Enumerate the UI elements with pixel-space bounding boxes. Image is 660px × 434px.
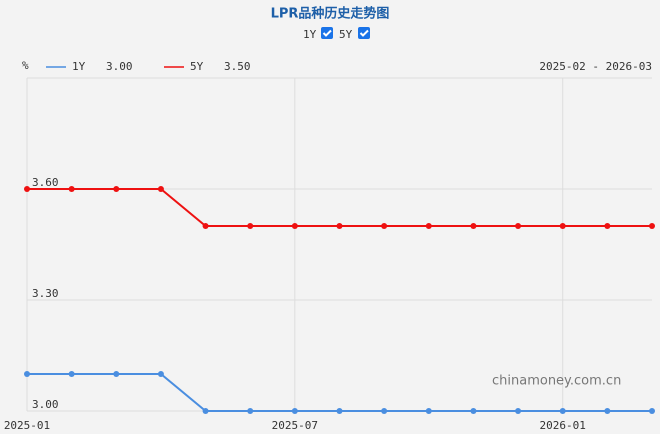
point [202, 408, 209, 414]
point [202, 223, 209, 229]
check [359, 29, 369, 37]
point [381, 223, 388, 229]
point [470, 223, 477, 229]
point [470, 408, 477, 414]
legend-value: 3.00 [106, 60, 133, 73]
point [247, 223, 254, 229]
x-tick-label: 2025-07 [272, 419, 318, 432]
x-tick-label: 2026-01 [540, 419, 586, 432]
checkbox[interactable] [321, 27, 333, 39]
toggle[interactable]: 1Y [303, 27, 333, 41]
point [68, 186, 75, 192]
point [157, 186, 164, 192]
y-tick-label: 3.00 [32, 398, 59, 411]
y-tick-label: 3.30 [32, 287, 59, 300]
toggle-label: 1Y [303, 28, 317, 41]
range-label: 2025-02 - 2026-03 [539, 60, 652, 73]
y-unit: % [22, 59, 29, 72]
watermark: chinamoney.com.cn [492, 374, 621, 389]
point [291, 223, 298, 229]
point [604, 408, 611, 414]
point [336, 223, 343, 229]
point [68, 371, 75, 377]
point [515, 223, 522, 229]
point [157, 371, 164, 377]
chart-title: LPR品种历史走势图 [271, 6, 390, 22]
point [515, 408, 522, 414]
point [425, 408, 432, 414]
point [24, 371, 30, 377]
check [322, 29, 332, 37]
point [559, 223, 566, 229]
checkbox[interactable] [358, 27, 370, 39]
point [24, 186, 30, 192]
point [649, 223, 655, 229]
point [425, 223, 432, 229]
legend-label: 5Y [190, 60, 204, 73]
point [113, 186, 120, 192]
legend-label: 1Y [72, 60, 86, 73]
y-tick-label: 3.60 [32, 176, 59, 189]
point [604, 223, 611, 229]
series-line [27, 188, 652, 227]
point [336, 408, 343, 414]
point [113, 371, 120, 377]
point [247, 408, 254, 414]
toggle-label: 5Y [339, 28, 353, 41]
point [559, 408, 566, 414]
point [291, 408, 298, 414]
legend-value: 3.50 [224, 60, 251, 73]
point [381, 408, 388, 414]
toggle[interactable]: 5Y [339, 27, 370, 41]
x-tick-label: 2025-01 [4, 419, 50, 432]
point [649, 408, 655, 414]
